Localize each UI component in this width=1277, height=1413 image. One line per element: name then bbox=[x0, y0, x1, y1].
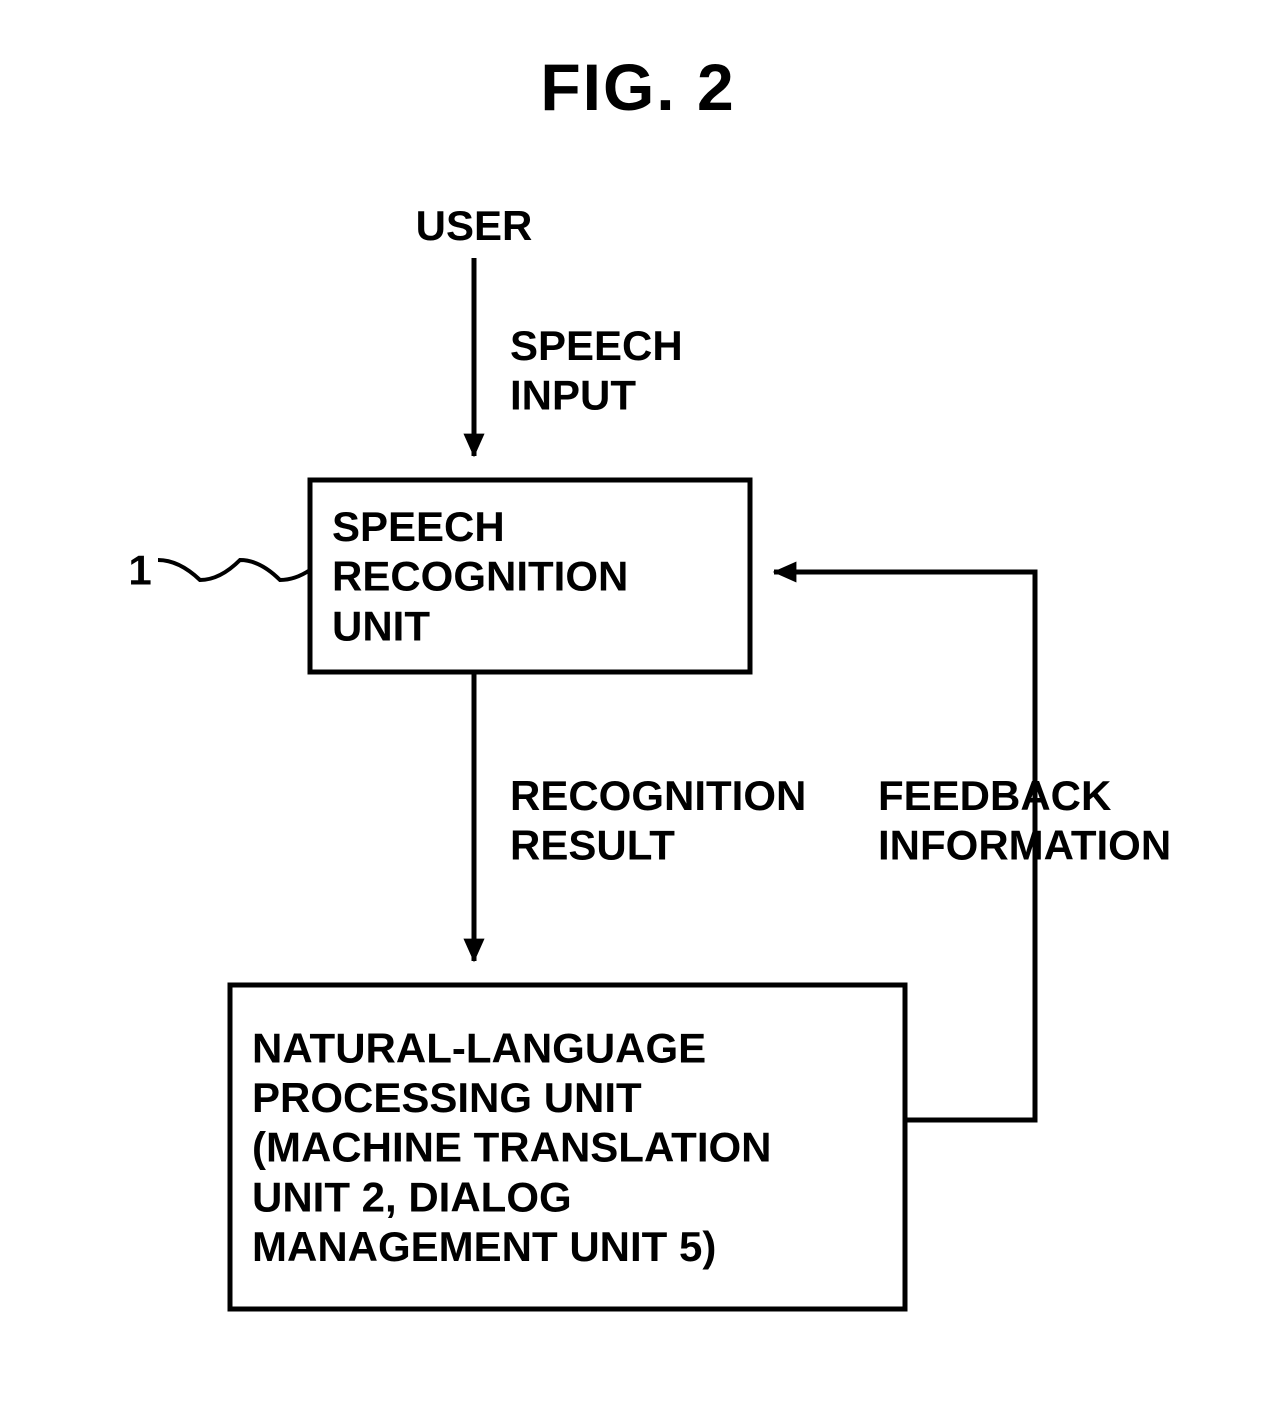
ref-label-speech_rec: 1 bbox=[128, 547, 151, 594]
figure-title: FIG. 2 bbox=[540, 50, 735, 124]
node-user: USER bbox=[416, 202, 533, 249]
node-label-nlp: NATURAL-LANGUAGEPROCESSING UNIT(MACHINE … bbox=[252, 1025, 772, 1270]
